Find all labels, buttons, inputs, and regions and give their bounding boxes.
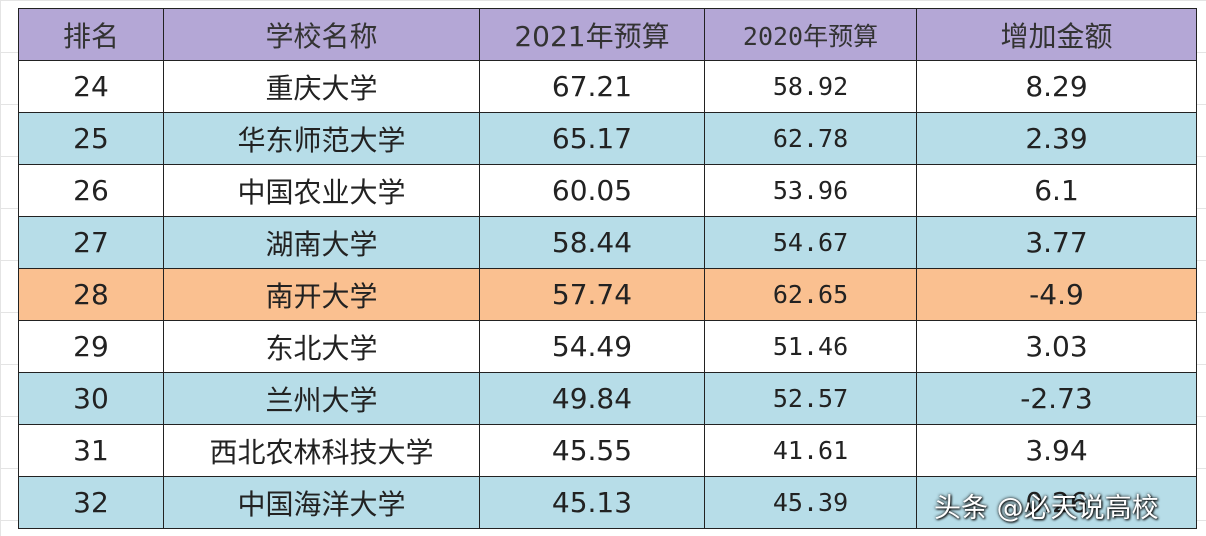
table-cell: 兰州大学 xyxy=(163,372,480,425)
table-cell: 58.44 xyxy=(479,216,705,269)
table-cell: 45.13 xyxy=(479,476,705,529)
header-cell: 增加金额 xyxy=(916,8,1197,61)
table-row: 32 中国海洋大学 45.13 45.39 0.26 xyxy=(18,476,1197,529)
header-cell: 学校名称 xyxy=(163,8,480,61)
table-cell: 62.65 xyxy=(704,268,917,321)
table-row: 28 南开大学 57.74 62.65 -4.9 xyxy=(18,268,1197,321)
table-cell: 30 xyxy=(18,372,164,425)
table-cell: 51.46 xyxy=(704,320,917,373)
table-cell: 54.49 xyxy=(479,320,705,373)
header-cell: 2021年预算 xyxy=(479,8,705,61)
table-row: 25 华东师范大学 65.17 62.78 2.39 xyxy=(18,112,1197,165)
table-row: 30 兰州大学 49.84 52.57 -2.73 xyxy=(18,372,1197,425)
table-cell: 65.17 xyxy=(479,112,705,165)
table-cell: 6.1 xyxy=(916,164,1197,217)
table-cell: 57.74 xyxy=(479,268,705,321)
table-row: 31 西北农林科技大学 45.55 41.61 3.94 xyxy=(18,424,1197,477)
header-cell: 排名 xyxy=(18,8,164,61)
table-cell: 24 xyxy=(18,60,164,113)
table-cell: 32 xyxy=(18,476,164,529)
table-cell: 中国农业大学 xyxy=(163,164,480,217)
table-cell: 湖南大学 xyxy=(163,216,480,269)
table-cell: 0.26 xyxy=(916,476,1197,529)
table-cell: 26 xyxy=(18,164,164,217)
table-cell: 58.92 xyxy=(704,60,917,113)
table-cell: -4.9 xyxy=(916,268,1197,321)
table-cell: 3.77 xyxy=(916,216,1197,269)
table-cell: 重庆大学 xyxy=(163,60,480,113)
table-cell: 27 xyxy=(18,216,164,269)
table-row: 26 中国农业大学 60.05 53.96 6.1 xyxy=(18,164,1197,217)
table-cell: 54.67 xyxy=(704,216,917,269)
header-row: 排名 学校名称 2021年预算 2020年预算 增加金额 xyxy=(18,8,1197,61)
table-cell: 45.55 xyxy=(479,424,705,477)
table-cell: 3.03 xyxy=(916,320,1197,373)
watermark: 头条 @必天说高校 xyxy=(934,493,1159,524)
table-cell: 29 xyxy=(18,320,164,373)
budget-table: 排名 学校名称 2021年预算 2020年预算 增加金额 24 重庆大学 67.21 58.92… xyxy=(18,8,1197,529)
table-cell: 2.39 xyxy=(916,112,1197,165)
table-cell: 53.96 xyxy=(704,164,917,217)
table-cell: 中国海洋大学 xyxy=(163,476,480,529)
table-row: 29 东北大学 54.49 51.46 3.03 xyxy=(18,320,1197,373)
table-cell: 南开大学 xyxy=(163,268,480,321)
header-cell: 2020年预算 xyxy=(704,8,917,61)
table-cell: 60.05 xyxy=(479,164,705,217)
table-cell: 东北大学 xyxy=(163,320,480,373)
table-cell: 31 xyxy=(18,424,164,477)
table-cell: 28 xyxy=(18,268,164,321)
table-cell: 3.94 xyxy=(916,424,1197,477)
table-cell: -2.73 xyxy=(916,372,1197,425)
table-cell: 49.84 xyxy=(479,372,705,425)
table-cell: 西北农林科技大学 xyxy=(163,424,480,477)
table-cell: 52.57 xyxy=(704,372,917,425)
table-row: 24 重庆大学 67.21 58.92 8.29 xyxy=(18,60,1197,113)
table-cell: 67.21 xyxy=(479,60,705,113)
table-cell: 25 xyxy=(18,112,164,165)
table-cell: 41.61 xyxy=(704,424,917,477)
table-cell: 华东师范大学 xyxy=(163,112,480,165)
table-cell: 45.39 xyxy=(704,476,917,529)
table-cell: 62.78 xyxy=(704,112,917,165)
table-cell: 8.29 xyxy=(916,60,1197,113)
table-row: 27 湖南大学 58.44 54.67 3.77 xyxy=(18,216,1197,269)
